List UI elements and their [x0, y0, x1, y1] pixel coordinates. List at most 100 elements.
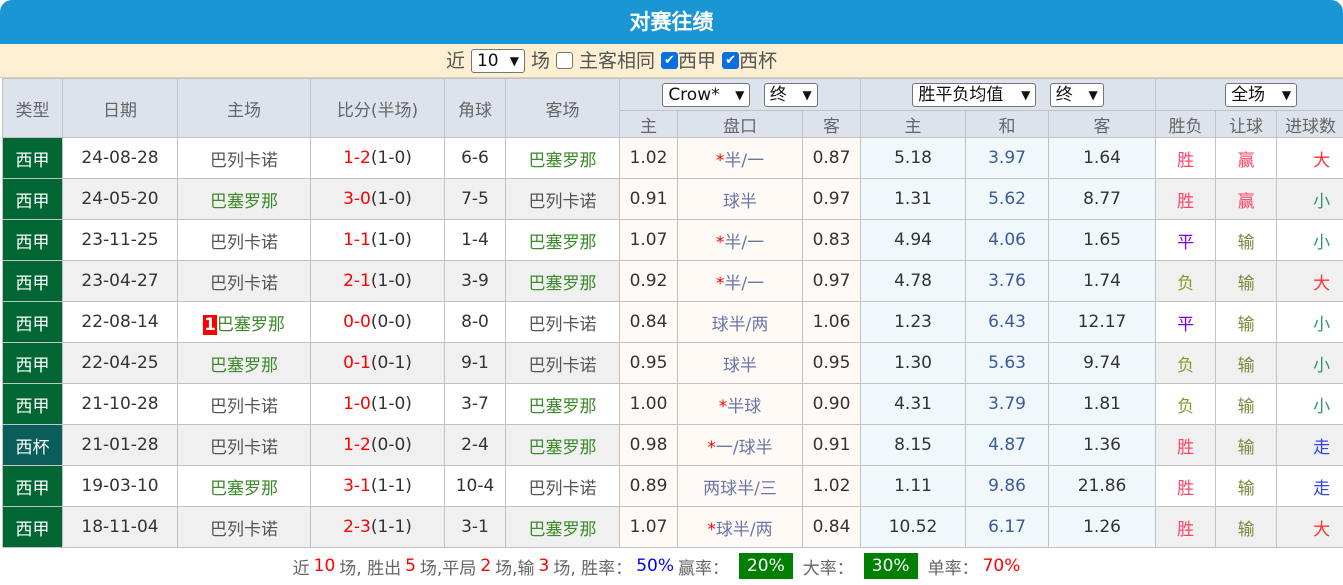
away-team-name: 巴塞罗那: [528, 273, 597, 294]
result: 负: [1155, 342, 1217, 384]
score[interactable]: 1-0(1-0): [310, 383, 445, 425]
ah-company-select[interactable]: Crow* ▼: [662, 82, 751, 107]
full-time-score: 3-1: [343, 476, 371, 496]
away-team-name: 巴列卡诺: [528, 355, 597, 376]
eu-draw-odds: 9.86: [965, 465, 1050, 507]
home-team[interactable]: 巴列卡诺: [177, 137, 311, 179]
away-team[interactable]: 巴塞罗那: [505, 506, 620, 548]
match-date: 23-11-25: [62, 219, 178, 261]
ah-time-select[interactable]: 终 ▼: [763, 82, 818, 107]
ah-away-odds: 0.97: [801, 178, 862, 220]
header-european-odds: 胜平负均值 ▼ 终 ▼: [860, 78, 1157, 111]
score[interactable]: 0-0(0-0): [310, 301, 445, 343]
match-date: 24-08-28: [62, 137, 178, 179]
score[interactable]: 1-2(0-0): [310, 424, 445, 466]
table-row: 西甲 21-10-28 巴列卡诺 1-0(1-0) 3-7 巴塞罗那 1.00 *半球 0.90…: [2, 383, 1343, 425]
card-badge: 1: [203, 314, 217, 335]
match-count-select[interactable]: 10 ▼: [470, 48, 525, 73]
home-team-name: 巴列卡诺: [210, 232, 278, 253]
home-team[interactable]: 巴塞罗那: [177, 342, 311, 384]
league-laliga-label: 西甲: [678, 49, 717, 72]
away-team[interactable]: 巴塞罗那: [505, 137, 620, 179]
league-copa-checkbox[interactable]: ✔: [722, 52, 740, 69]
full-time-score: 1-2: [343, 148, 371, 168]
away-team[interactable]: 巴塞罗那: [505, 219, 620, 261]
away-team[interactable]: 巴塞罗那: [505, 383, 620, 425]
chevron-down-icon: ▼: [735, 87, 745, 102]
asterisk-mark: *: [715, 150, 725, 171]
header-asian-handicap: Crow* ▼ 终 ▼: [618, 78, 862, 111]
filter-bar: 近 10 ▼ 场 主客相同 ✔ 西甲 ✔ 西杯: [0, 44, 1343, 78]
ah-home-odds: 0.84: [619, 301, 678, 343]
handicap-result: 输: [1215, 260, 1278, 302]
home-team-name: 巴塞罗那: [210, 355, 278, 376]
home-team[interactable]: 巴塞罗那: [177, 178, 311, 220]
ah-line-value: 半/一: [724, 273, 765, 294]
score[interactable]: 1-1(1-0): [310, 219, 445, 261]
match-type: 西甲: [2, 506, 63, 548]
match-date: 23-04-27: [62, 260, 178, 302]
home-team[interactable]: 巴列卡诺: [177, 383, 311, 425]
half-time-score: (0-1): [370, 353, 412, 373]
ah-away-odds: 0.87: [801, 137, 862, 179]
away-team[interactable]: 巴列卡诺: [505, 465, 620, 507]
away-team[interactable]: 巴塞罗那: [505, 424, 620, 466]
home-team[interactable]: 巴塞罗那: [177, 465, 311, 507]
match-type: 西甲: [2, 301, 63, 343]
home-team-name: 巴塞罗那: [210, 478, 278, 499]
chevron-down-icon: ▼: [1088, 87, 1098, 102]
eu-time-select[interactable]: 终 ▼: [1049, 82, 1104, 107]
check-icon: ✔: [725, 53, 736, 68]
eu-type-select[interactable]: 胜平负均值 ▼: [912, 82, 1037, 107]
score[interactable]: 0-1(0-1): [310, 342, 445, 384]
home-team[interactable]: 1巴塞罗那: [177, 301, 311, 343]
home-team[interactable]: 巴列卡诺: [177, 506, 311, 548]
eu-away-odds: 12.17: [1048, 301, 1157, 343]
away-team[interactable]: 巴列卡诺: [505, 342, 620, 384]
ah-away-odds: 0.95: [801, 342, 862, 384]
score[interactable]: 3-1(1-1): [310, 465, 445, 507]
eu-home-odds: 4.31: [860, 383, 967, 425]
away-team-name: 巴塞罗那: [528, 232, 597, 253]
matches-table: 类型 日期 主场 比分(半场) 角球 客场 Crow* ▼ 终 ▼ 胜平负均值 ▼ 终…: [2, 78, 1343, 548]
corners: 8-0: [444, 301, 506, 343]
asterisk-mark: *: [707, 437, 716, 458]
home-team[interactable]: 巴列卡诺: [177, 260, 311, 302]
ah-line: *半球: [677, 383, 803, 425]
recent-label: 近: [445, 49, 465, 72]
handicap-result: 输: [1215, 383, 1278, 425]
match-date: 21-10-28: [62, 383, 178, 425]
match-date: 22-08-14: [62, 301, 178, 343]
same-home-away-checkbox[interactable]: [555, 52, 573, 69]
score[interactable]: 1-2(1-0): [310, 137, 445, 179]
unit-label: 场: [530, 49, 550, 72]
full-time-score: 2-1: [343, 271, 371, 291]
ah-home-odds: 1.07: [619, 506, 678, 548]
eu-time-value: 终: [1055, 84, 1073, 105]
eu-away-odds: 9.74: [1048, 342, 1157, 384]
away-team[interactable]: 巴塞罗那: [505, 260, 620, 302]
header-result: 胜负: [1155, 110, 1217, 138]
corners: 6-6: [444, 137, 506, 179]
league-laliga-checkbox[interactable]: ✔: [661, 52, 678, 69]
home-team[interactable]: 巴列卡诺: [177, 219, 311, 261]
ah-line-value: 球半: [723, 191, 757, 212]
handicap-result: 输: [1215, 465, 1278, 507]
ah-home-odds: 0.89: [619, 465, 678, 507]
corners: 3-1: [444, 506, 506, 548]
score[interactable]: 2-1(1-0): [310, 260, 445, 302]
result: 负: [1155, 383, 1217, 425]
handicap-result: 输: [1215, 506, 1278, 548]
match-date: 22-04-25: [62, 342, 178, 384]
goals-result: 小: [1276, 383, 1343, 425]
score[interactable]: 2-3(1-1): [310, 506, 445, 548]
scope-select[interactable]: 全场 ▼: [1225, 82, 1298, 107]
goals-result: 走: [1276, 465, 1343, 507]
away-team[interactable]: 巴列卡诺: [505, 301, 620, 343]
score[interactable]: 3-0(1-0): [310, 178, 445, 220]
full-time-score: 2-3: [343, 517, 371, 537]
away-team[interactable]: 巴列卡诺: [505, 178, 620, 220]
home-team[interactable]: 巴列卡诺: [177, 424, 311, 466]
summary-text: 场, 胜率：: [553, 558, 633, 579]
ah-home-odds: 0.95: [619, 342, 678, 384]
